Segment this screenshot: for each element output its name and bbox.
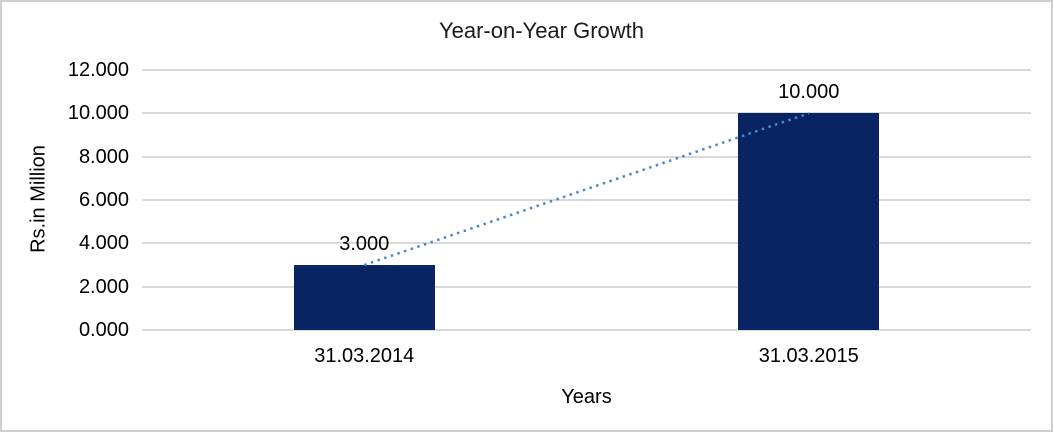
x-tick-label: 31.03.2015 xyxy=(758,345,859,367)
bar xyxy=(293,265,435,330)
y-tick-label: 4.000 xyxy=(78,232,129,255)
gridline xyxy=(142,199,1031,201)
y-tick-label: 8.000 xyxy=(78,145,129,168)
bar xyxy=(738,113,880,330)
gridline xyxy=(142,69,1031,71)
y-tick-label: 2.000 xyxy=(78,275,129,298)
plot-area: 3.000 10.000 xyxy=(142,69,1031,331)
x-tick-label: 31.03.2014 xyxy=(314,345,415,367)
bar-data-label: 10.000 xyxy=(778,81,840,104)
y-tick-label: 6.000 xyxy=(78,189,129,211)
y-tick-label: 0.000 xyxy=(78,319,129,341)
gridline xyxy=(142,285,1031,288)
gridline xyxy=(142,112,1031,115)
y-tick-label: 12.000 xyxy=(67,59,129,81)
bar-data-label: 3.000 xyxy=(339,233,390,255)
x-axis-title: Years xyxy=(561,386,612,408)
gridline xyxy=(142,155,1031,158)
trendline xyxy=(363,112,810,267)
gridline xyxy=(142,329,1031,331)
gridline xyxy=(142,242,1031,245)
chart-title: Year-on-Year Growth xyxy=(438,18,645,43)
y-tick-label: 10.000 xyxy=(67,102,129,125)
